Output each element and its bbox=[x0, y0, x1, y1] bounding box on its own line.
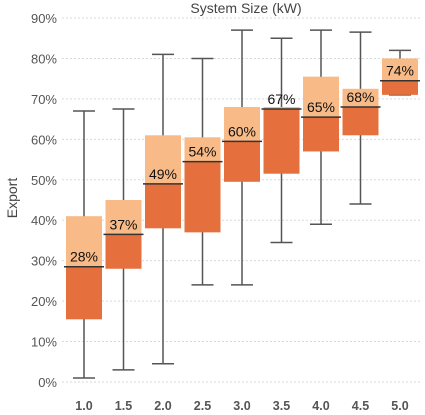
y-tick-label: 40% bbox=[31, 213, 57, 228]
y-tick-label: 20% bbox=[31, 294, 57, 309]
median-label: 65% bbox=[307, 99, 335, 115]
y-tick-label: 70% bbox=[31, 92, 57, 107]
box-group: 65% bbox=[301, 29, 341, 226]
x-tick-label: 3.0 bbox=[233, 399, 250, 413]
median-label: 37% bbox=[109, 216, 137, 232]
box-lower bbox=[145, 183, 181, 229]
x-tick-label: 2.5 bbox=[194, 399, 211, 413]
y-tick-label: 30% bbox=[31, 254, 57, 269]
box-lower bbox=[105, 234, 142, 269]
box-upper bbox=[184, 137, 221, 162]
median-label: 68% bbox=[346, 89, 374, 105]
x-tick-label: 3.5 bbox=[273, 399, 290, 413]
box-group: 67% bbox=[261, 37, 302, 244]
x-tick-label: 4.5 bbox=[352, 399, 369, 413]
box-group: 37% bbox=[103, 108, 144, 371]
median-label: 60% bbox=[228, 123, 256, 139]
box-group: 60% bbox=[222, 29, 262, 286]
chart-title: System Size (kW) bbox=[190, 0, 301, 16]
y-tick-label: 90% bbox=[31, 11, 57, 26]
y-axis-title: Export bbox=[4, 178, 20, 219]
box-lower bbox=[66, 266, 102, 320]
box-lower bbox=[224, 141, 260, 182]
median-label: 54% bbox=[188, 144, 216, 160]
y-tick-label: 80% bbox=[31, 51, 57, 66]
box-group: 49% bbox=[143, 53, 183, 365]
x-axis-ticks: 1.0 1.5 2.0 2.5 3.0 3.5 4.0 4.5 5.0 bbox=[75, 399, 408, 413]
box-lower bbox=[184, 161, 221, 233]
box-group: 74% bbox=[380, 49, 420, 96]
x-tick-label: 5.0 bbox=[391, 399, 408, 413]
median-label: 49% bbox=[149, 166, 177, 182]
x-tick-label: 4.0 bbox=[312, 399, 329, 413]
median-label: 67% bbox=[267, 91, 295, 107]
box-lower bbox=[303, 117, 339, 152]
median-label: 28% bbox=[70, 249, 98, 265]
box-group: 68% bbox=[340, 31, 381, 205]
box-upper bbox=[303, 76, 339, 118]
x-tick-label: 1.5 bbox=[115, 399, 132, 413]
y-axis-ticks: 0% 10% 20% 30% 40% 50% 60% 70% 80% 90% bbox=[31, 11, 57, 390]
y-tick-label: 10% bbox=[31, 335, 57, 350]
median-label: 74% bbox=[386, 63, 414, 79]
box-lower bbox=[263, 109, 300, 174]
box-upper bbox=[105, 200, 142, 235]
y-tick-label: 50% bbox=[31, 173, 57, 188]
box-lower bbox=[342, 106, 379, 136]
box-upper bbox=[342, 88, 379, 107]
box-series: 28% 37% 49% 54% 60% 67% 65% 68% 74% bbox=[64, 29, 420, 379]
box-group: 54% bbox=[182, 57, 223, 286]
x-tick-label: 1.0 bbox=[75, 399, 92, 413]
box-group: 28% bbox=[64, 110, 104, 379]
y-tick-label: 60% bbox=[31, 132, 57, 147]
box-upper bbox=[66, 216, 102, 267]
box-upper bbox=[145, 135, 181, 184]
x-tick-label: 2.0 bbox=[154, 399, 171, 413]
y-tick-label: 0% bbox=[38, 375, 57, 390]
box-lower bbox=[382, 80, 418, 95]
box-upper bbox=[382, 58, 418, 81]
box-upper bbox=[263, 106, 300, 109]
box-upper bbox=[224, 106, 260, 142]
